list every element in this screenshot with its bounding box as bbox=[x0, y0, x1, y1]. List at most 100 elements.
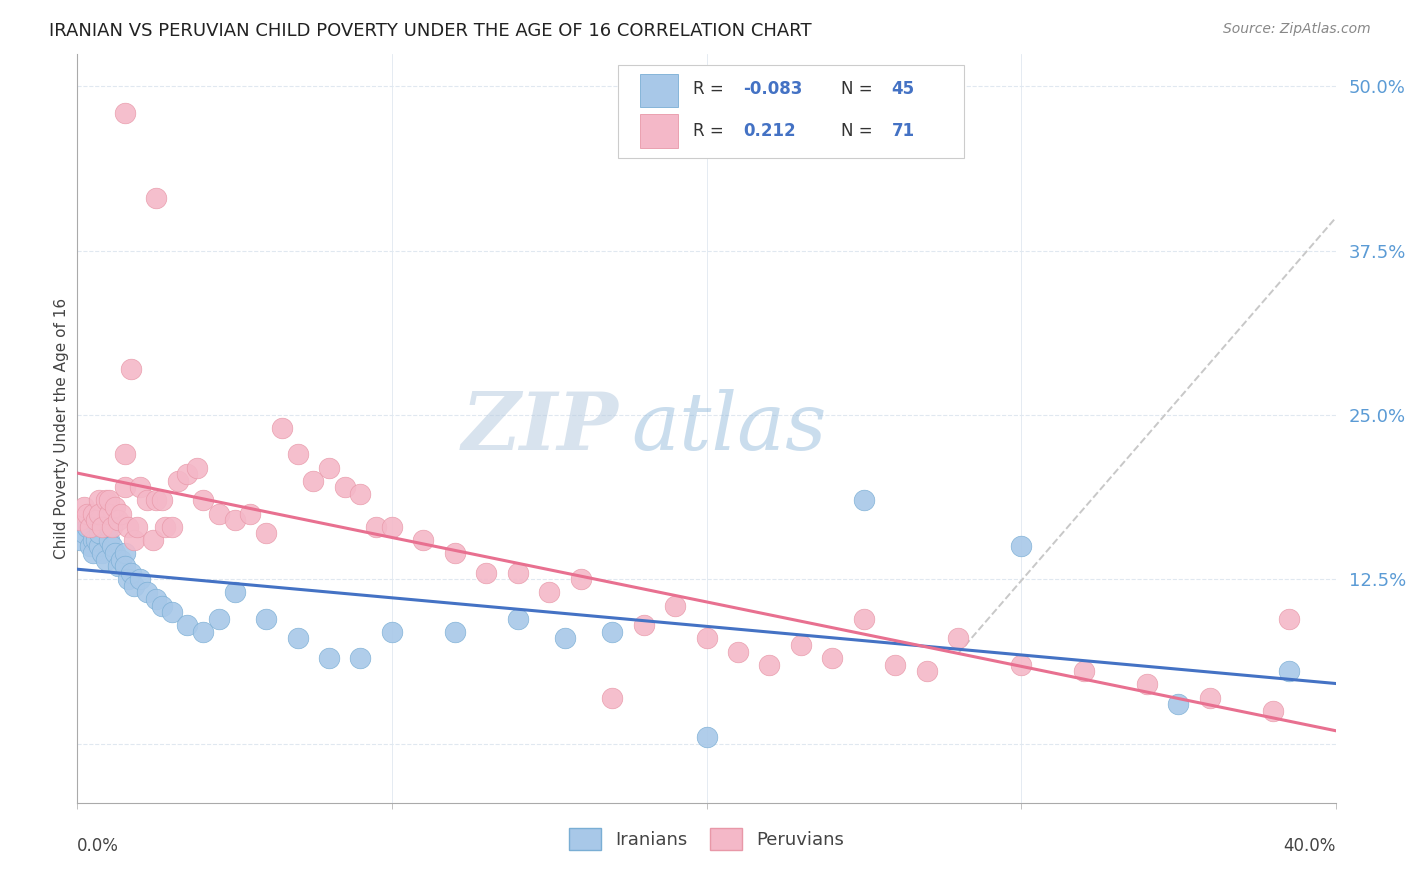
Point bbox=[122, 533, 145, 547]
Point bbox=[318, 460, 340, 475]
Point bbox=[69, 513, 91, 527]
Point bbox=[852, 612, 875, 626]
Point bbox=[569, 572, 592, 586]
Point bbox=[122, 579, 145, 593]
Point bbox=[727, 645, 749, 659]
Text: -0.083: -0.083 bbox=[742, 80, 803, 98]
Point bbox=[76, 520, 98, 534]
Point bbox=[72, 526, 94, 541]
Text: ZIP: ZIP bbox=[461, 390, 619, 467]
Point bbox=[302, 474, 325, 488]
Point bbox=[884, 657, 907, 672]
Point bbox=[142, 533, 165, 547]
Point bbox=[254, 612, 277, 626]
Point bbox=[129, 572, 152, 586]
Point bbox=[110, 552, 132, 566]
Point bbox=[1261, 704, 1284, 718]
Point bbox=[82, 533, 104, 547]
Point bbox=[97, 520, 120, 534]
Legend: Iranians, Peruvians: Iranians, Peruvians bbox=[561, 821, 852, 857]
Point bbox=[224, 513, 246, 527]
Point bbox=[97, 493, 120, 508]
Point bbox=[1167, 697, 1189, 711]
Point bbox=[1073, 665, 1095, 679]
Point bbox=[1010, 657, 1032, 672]
Text: N =: N = bbox=[841, 121, 877, 139]
Point bbox=[89, 540, 111, 554]
Point bbox=[475, 566, 498, 580]
Point bbox=[150, 493, 173, 508]
Point bbox=[600, 624, 623, 639]
Point bbox=[412, 533, 434, 547]
Point bbox=[208, 612, 231, 626]
Text: IRANIAN VS PERUVIAN CHILD POVERTY UNDER THE AGE OF 16 CORRELATION CHART: IRANIAN VS PERUVIAN CHILD POVERTY UNDER … bbox=[49, 22, 811, 40]
Point bbox=[254, 526, 277, 541]
Point bbox=[915, 665, 938, 679]
Point bbox=[97, 507, 120, 521]
Point bbox=[91, 520, 114, 534]
Point bbox=[506, 566, 529, 580]
Point bbox=[444, 546, 467, 560]
Point bbox=[664, 599, 686, 613]
Point bbox=[91, 546, 114, 560]
Point bbox=[89, 526, 111, 541]
Text: 40.0%: 40.0% bbox=[1284, 837, 1336, 855]
Point bbox=[191, 493, 215, 508]
Point bbox=[104, 500, 127, 514]
Point bbox=[127, 520, 149, 534]
Point bbox=[120, 566, 142, 580]
Point bbox=[114, 559, 136, 574]
Text: 0.0%: 0.0% bbox=[77, 837, 120, 855]
Point bbox=[79, 520, 101, 534]
Point bbox=[287, 447, 309, 461]
Text: atlas: atlas bbox=[631, 390, 827, 467]
Point bbox=[145, 592, 167, 607]
Point bbox=[94, 493, 117, 508]
Point bbox=[72, 500, 94, 514]
Point bbox=[948, 632, 970, 646]
Point bbox=[76, 507, 98, 521]
Point bbox=[1136, 677, 1159, 691]
Point bbox=[176, 618, 198, 632]
Point bbox=[191, 624, 215, 639]
Point bbox=[104, 546, 127, 560]
Point bbox=[117, 572, 139, 586]
Text: R =: R = bbox=[693, 80, 728, 98]
Point bbox=[89, 493, 111, 508]
Point bbox=[600, 690, 623, 705]
Point bbox=[135, 493, 157, 508]
Point bbox=[1277, 665, 1299, 679]
Point bbox=[208, 507, 231, 521]
Point bbox=[852, 493, 875, 508]
Point bbox=[318, 651, 340, 665]
Point bbox=[107, 559, 129, 574]
Point bbox=[94, 552, 117, 566]
Point bbox=[82, 546, 104, 560]
Point bbox=[107, 513, 129, 527]
Point bbox=[97, 533, 120, 547]
Point bbox=[381, 520, 404, 534]
Point bbox=[538, 585, 561, 599]
Point bbox=[696, 632, 718, 646]
Point bbox=[89, 507, 111, 521]
Point bbox=[145, 191, 167, 205]
Point bbox=[150, 599, 173, 613]
Point bbox=[129, 480, 152, 494]
Point bbox=[176, 467, 198, 482]
Point bbox=[349, 651, 371, 665]
Text: 0.212: 0.212 bbox=[742, 121, 796, 139]
Point bbox=[239, 507, 262, 521]
Y-axis label: Child Poverty Under the Age of 16: Child Poverty Under the Age of 16 bbox=[53, 298, 69, 558]
Point bbox=[224, 585, 246, 599]
Text: R =: R = bbox=[693, 121, 728, 139]
Point bbox=[79, 540, 101, 554]
Bar bbox=[640, 73, 678, 107]
Point bbox=[69, 533, 91, 547]
Text: 45: 45 bbox=[891, 80, 915, 98]
Point bbox=[381, 624, 404, 639]
Point bbox=[1010, 540, 1032, 554]
Text: 71: 71 bbox=[891, 121, 915, 139]
Point bbox=[135, 585, 157, 599]
Point bbox=[270, 421, 292, 435]
Text: Source: ZipAtlas.com: Source: ZipAtlas.com bbox=[1223, 22, 1371, 37]
